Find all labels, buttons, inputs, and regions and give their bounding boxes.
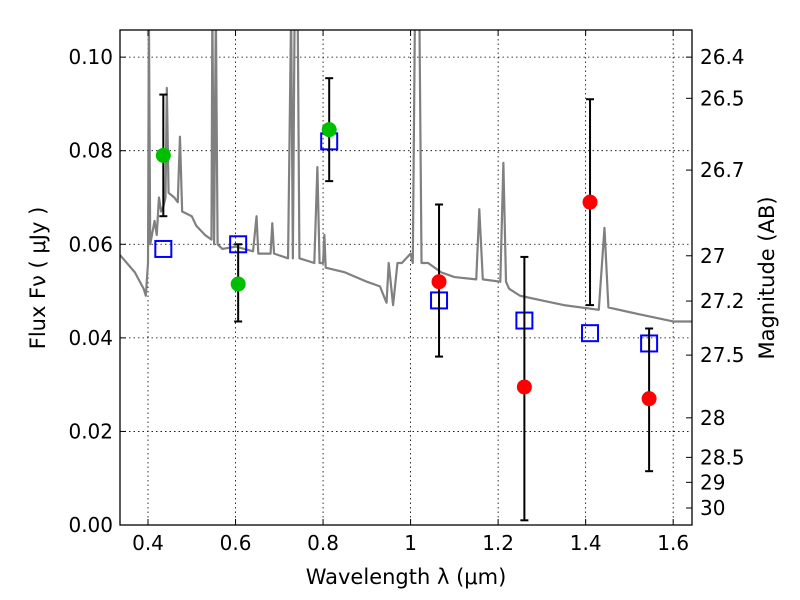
observed-green-point [321,122,337,138]
right-tick-label: 29 [700,470,725,494]
y-tick-label: 0.04 [68,326,113,350]
right-tick-label: 27.5 [700,343,745,367]
observed-red-point [516,379,532,395]
model-photometry-square [154,239,173,258]
right-tick-label: 28.5 [700,445,745,469]
model-spectrum-line [120,30,692,323]
plot-frame [119,29,693,526]
right-axis-label: Magnitude (AB) [755,196,779,359]
x-axis-label: Wavelength λ (μm) [306,565,507,589]
right-tick-label: 30 [700,496,725,520]
x-tick-label: 1 [404,531,417,555]
observed-red-point [582,194,598,210]
observed-green-point [155,147,171,163]
right-tick-label: 28 [700,406,725,430]
right-tick-label: 27.2 [700,289,745,313]
right-tick-label: 26.4 [700,45,745,69]
y-axis-label: Flux Fν ( μJy ) [26,207,50,350]
y-tick-label: 0.00 [68,513,113,537]
right-tick-label: 26.5 [700,86,745,110]
x-tick-label: 1.4 [570,531,602,555]
x-tick-label: 0.6 [220,531,252,555]
x-tick-label: 1.2 [482,531,514,555]
right-tick-label: 26.7 [700,158,745,182]
y-tick-label: 0.02 [68,419,113,443]
y-tick-label: 0.06 [68,232,113,256]
plot-area [120,30,692,522]
observed-red-point [431,274,447,290]
x-tick-label: 1.6 [657,531,689,555]
x-tick-label: 0.8 [307,531,339,555]
x-tick-label: 0.4 [132,531,164,555]
observed-green-point [230,276,246,292]
y-tick-label: 0.10 [68,45,113,69]
observed-red-point [641,391,657,407]
model-photometry-square [581,324,600,343]
ticks: 0.4 0.6 0.8 1 1.2 1.4 1.6 0.00 0.02 0.04 0.06 0.08 0… [68,30,745,555]
y-tick-label: 0.08 [68,139,113,163]
right-tick-label: 27 [700,244,725,268]
